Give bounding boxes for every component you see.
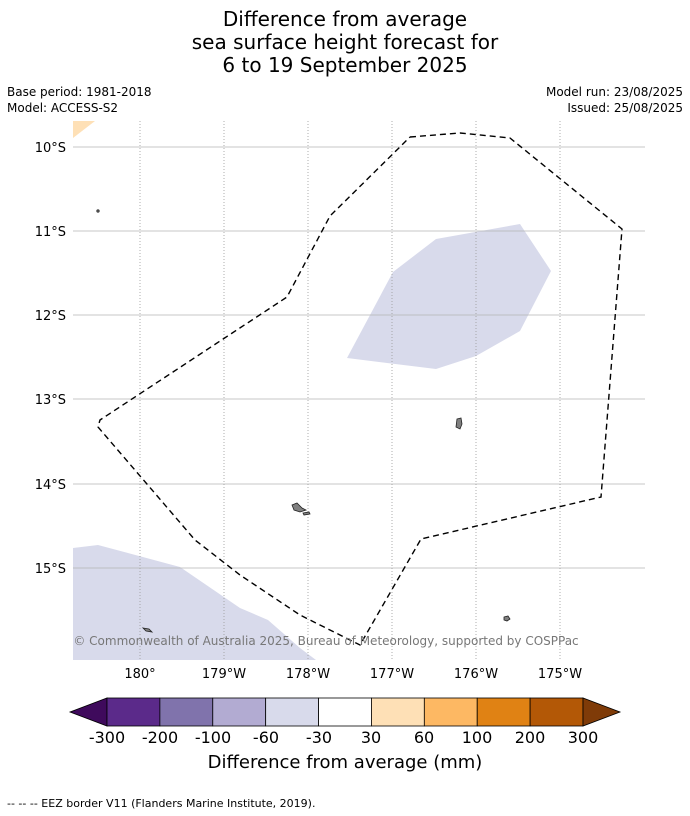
lat-label: 12°S bbox=[35, 309, 66, 324]
anomaly-patch-top-left bbox=[73, 121, 95, 138]
model-name: Model: ACCESS-S2 bbox=[7, 101, 119, 115]
chart-title: Difference from average sea surface heig… bbox=[0, 8, 690, 77]
island-northwest bbox=[96, 209, 100, 213]
island-central-small bbox=[302, 511, 311, 516]
longitude-labels: 180° 179°W 178°W 177°W 176°W 175°W bbox=[124, 667, 582, 682]
colorbar-label: -100 bbox=[195, 728, 231, 747]
colorbar-label: 30 bbox=[361, 728, 381, 747]
lat-label: 15°S bbox=[35, 562, 66, 577]
colorbar-label: 100 bbox=[462, 728, 493, 747]
colorbar-label: -300 bbox=[89, 728, 125, 747]
colorbar-title: Difference from average (mm) bbox=[207, 752, 483, 773]
colorbar-extend-high bbox=[582, 697, 622, 727]
latitude-gridlines bbox=[73, 146, 645, 569]
colorbar-label: -60 bbox=[253, 728, 279, 747]
colorbar-segment bbox=[106, 697, 161, 727]
colorbar-segment bbox=[371, 697, 425, 727]
island-east bbox=[455, 417, 463, 430]
colorbar-segment bbox=[159, 697, 214, 727]
lat-label: 14°S bbox=[35, 478, 66, 493]
meta-left: Base period: 1981-2018 Model: ACCESS-S2 bbox=[7, 84, 152, 116]
lon-label: 176°W bbox=[454, 667, 498, 682]
colorbar-segment bbox=[265, 697, 319, 727]
island-southwest bbox=[141, 627, 154, 633]
map-area: © Commonwealth of Australia 2025, Bureau… bbox=[73, 121, 645, 660]
colorbar-label: -200 bbox=[142, 728, 178, 747]
title-line-2: sea surface height forecast for bbox=[191, 30, 499, 54]
lat-label: 11°S bbox=[35, 225, 66, 240]
colorbar-label: 200 bbox=[515, 728, 546, 747]
colorbar-segment bbox=[318, 697, 372, 727]
colorbar-label: 300 bbox=[568, 728, 599, 747]
colorbar-segment bbox=[212, 697, 267, 727]
issued-date: Issued: 25/08/2025 bbox=[567, 101, 683, 115]
island-central bbox=[291, 502, 308, 513]
anomaly-patch-bottom-left bbox=[73, 545, 316, 660]
base-period: Base period: 1981-2018 bbox=[7, 85, 152, 99]
lon-label: 175°W bbox=[538, 667, 582, 682]
colorbar-segment bbox=[476, 697, 531, 727]
anomaly-patch-central bbox=[347, 224, 551, 369]
colorbar-label: -30 bbox=[306, 728, 332, 747]
model-run: Model run: 23/08/2025 bbox=[545, 85, 683, 99]
copyright-text: © Commonwealth of Australia 2025, Bureau… bbox=[73, 634, 578, 648]
colorbar-label: 60 bbox=[414, 728, 434, 747]
island-southeast bbox=[503, 615, 511, 622]
colorbar-extend-low bbox=[68, 697, 108, 727]
lon-label: 179°W bbox=[202, 667, 246, 682]
islands bbox=[96, 209, 511, 633]
lon-label: 177°W bbox=[370, 667, 414, 682]
eez-legend: -- -- -- EEZ border V11 (Flanders Marine… bbox=[7, 797, 316, 810]
lon-label: 180° bbox=[124, 667, 155, 682]
longitude-gridlines bbox=[139, 121, 561, 660]
colorbar bbox=[68, 697, 622, 727]
colorbar-segment bbox=[529, 697, 584, 727]
colorbar-segment bbox=[423, 697, 478, 727]
title-line-1: Difference from average bbox=[222, 7, 468, 31]
title-line-3: 6 to 19 September 2025 bbox=[222, 53, 468, 77]
lat-label: 13°S bbox=[35, 393, 66, 408]
latitude-labels: 10°S 11°S 12°S 13°S 14°S 15°S bbox=[35, 141, 66, 577]
meta-right: Model run: 23/08/2025 Issued: 25/08/2025 bbox=[546, 84, 683, 116]
lat-label: 10°S bbox=[35, 141, 66, 156]
eez-border bbox=[97, 132, 623, 646]
colorbar-labels: -300 -200 -100 -60 -30 30 60 100 200 300 bbox=[89, 728, 598, 747]
lon-label: 178°W bbox=[286, 667, 330, 682]
